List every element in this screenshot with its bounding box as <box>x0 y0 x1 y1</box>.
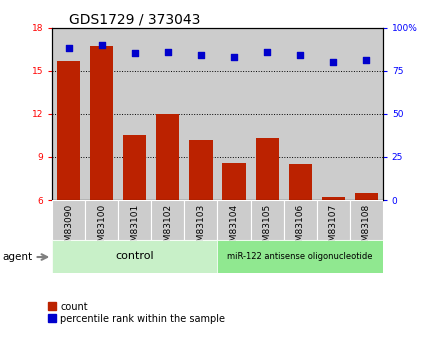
Text: GSM83105: GSM83105 <box>262 204 271 253</box>
Bar <box>250 200 283 240</box>
Text: control: control <box>115 251 154 261</box>
Text: GSM83104: GSM83104 <box>229 204 238 253</box>
Text: GSM83108: GSM83108 <box>361 204 370 253</box>
Text: GDS1729 / 373043: GDS1729 / 373043 <box>69 12 200 27</box>
Bar <box>255 138 278 200</box>
Bar <box>118 200 151 240</box>
Bar <box>57 61 80 200</box>
Text: GSM83103: GSM83103 <box>196 204 205 253</box>
Text: GSM83100: GSM83100 <box>97 204 106 253</box>
Point <box>296 52 303 58</box>
Bar <box>90 46 113 200</box>
Point <box>131 51 138 56</box>
Text: GSM83102: GSM83102 <box>163 204 172 253</box>
Bar <box>217 200 250 240</box>
Point <box>164 49 171 55</box>
Bar <box>123 136 146 200</box>
Bar <box>156 114 179 200</box>
Text: agent: agent <box>2 252 32 262</box>
Bar <box>85 200 118 240</box>
Bar <box>349 200 382 240</box>
Text: GSM83106: GSM83106 <box>295 204 304 253</box>
Point <box>197 52 204 58</box>
Point <box>98 42 105 48</box>
Text: GSM83107: GSM83107 <box>328 204 337 253</box>
Point <box>263 49 270 55</box>
Bar <box>288 164 311 200</box>
Text: GSM83101: GSM83101 <box>130 204 139 253</box>
Bar <box>151 200 184 240</box>
Bar <box>283 200 316 240</box>
Bar <box>184 200 217 240</box>
Bar <box>316 200 349 240</box>
Bar <box>52 200 85 240</box>
Bar <box>52 240 217 273</box>
Point <box>329 59 336 65</box>
Legend: count, percentile rank within the sample: count, percentile rank within the sample <box>48 302 224 324</box>
Text: GSM83090: GSM83090 <box>64 204 73 253</box>
Text: miR-122 antisense oligonucleotide: miR-122 antisense oligonucleotide <box>227 252 372 261</box>
Bar <box>189 140 212 200</box>
Point <box>230 54 237 60</box>
Bar <box>354 193 377 200</box>
Point <box>65 46 72 51</box>
Bar <box>222 163 245 200</box>
Bar <box>321 197 344 200</box>
Point <box>362 58 369 63</box>
Bar <box>217 240 382 273</box>
